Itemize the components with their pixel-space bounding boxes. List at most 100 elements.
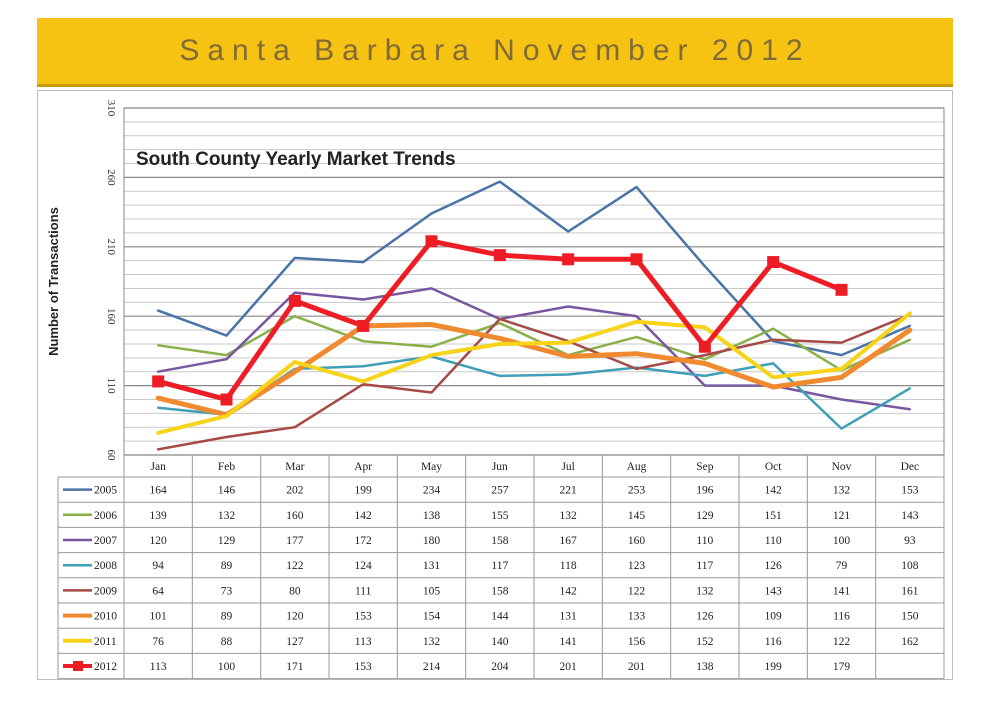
data-label: 132 (423, 636, 441, 648)
data-label: 126 (696, 611, 714, 623)
data-point-2012 (357, 319, 370, 332)
data-label: 117 (696, 560, 713, 572)
data-label: 73 (221, 585, 233, 597)
data-label: 179 (833, 661, 851, 673)
series-line-2008 (156, 355, 912, 430)
data-label: 201 (560, 661, 578, 673)
data-label: 172 (355, 535, 373, 547)
data-label: 79 (836, 560, 848, 572)
data-label: 143 (765, 585, 783, 597)
data-label: 253 (628, 485, 646, 497)
data-label: 110 (765, 535, 782, 547)
legend-label-2006: 2006 (94, 510, 117, 522)
data-point-2012 (152, 375, 165, 388)
data-label: 123 (628, 560, 646, 572)
data-label: 234 (423, 485, 441, 497)
data-label: 113 (150, 661, 167, 673)
data-label: 80 (289, 585, 301, 597)
data-point-2012 (425, 235, 438, 248)
x-tick-label: Mar (285, 461, 304, 473)
data-point-2012 (698, 340, 711, 353)
data-label: 138 (423, 510, 441, 522)
data-label: 214 (423, 661, 441, 673)
data-label: 132 (833, 485, 851, 497)
series-line-2006 (156, 314, 912, 372)
legend-marker-2012 (73, 661, 83, 671)
data-point-2012 (630, 253, 643, 266)
data-label: 76 (152, 636, 164, 648)
data-point-2012 (220, 393, 233, 406)
x-tick-label: Dec (901, 461, 920, 473)
series-line-2005 (156, 180, 912, 357)
series-line-2011 (156, 311, 912, 435)
data-label: 153 (355, 661, 373, 673)
data-label: 122 (628, 585, 646, 597)
data-label: 139 (150, 510, 168, 522)
data-label: 180 (423, 535, 441, 547)
data-label: 155 (491, 510, 509, 522)
data-label: 124 (355, 560, 373, 572)
y-tick-label: 210 (105, 239, 117, 256)
data-label: 64 (152, 585, 164, 597)
legend-label-2007: 2007 (94, 535, 117, 547)
data-label: 88 (221, 636, 233, 648)
x-tick-label: Jul (561, 461, 574, 473)
data-label: 140 (491, 636, 509, 648)
data-label: 129 (218, 535, 236, 547)
data-label: 221 (560, 485, 578, 497)
data-label: 152 (696, 636, 714, 648)
chart-frame: 60 110 160 210 260 310 Number of Transactions S… (37, 90, 953, 680)
data-point-2012 (835, 283, 848, 296)
data-label: 141 (560, 636, 578, 648)
y-tick-label: 60 (105, 450, 117, 462)
x-tick-label: Aug (627, 461, 647, 473)
data-label: 150 (901, 611, 919, 623)
data-label: 122 (286, 560, 304, 572)
data-label: 167 (560, 535, 578, 547)
data-label: 144 (491, 611, 509, 623)
data-label: 132 (560, 510, 578, 522)
data-label: 201 (628, 661, 646, 673)
data-label: 160 (628, 535, 646, 547)
data-label: 154 (423, 611, 441, 623)
data-label: 153 (901, 485, 919, 497)
data-label: 101 (150, 611, 168, 623)
legend-label-2010: 2010 (94, 611, 117, 623)
data-label: 257 (491, 485, 509, 497)
data-label: 108 (901, 560, 919, 572)
data-label: 142 (765, 485, 783, 497)
legend-label-2009: 2009 (94, 585, 117, 597)
data-label: 146 (218, 485, 236, 497)
data-label: 156 (628, 636, 646, 648)
data-label: 162 (901, 636, 919, 648)
y-tick-label: 260 (105, 169, 117, 186)
y-axis-label: Number of Transactions (46, 207, 61, 356)
data-label: 199 (355, 485, 373, 497)
legend-label-2005: 2005 (94, 485, 117, 497)
series-line-2009 (156, 313, 912, 451)
data-label: 105 (423, 585, 441, 597)
legend-label-2012: 2012 (94, 661, 117, 673)
y-tick-label: 310 (105, 100, 117, 117)
legend-label-2008: 2008 (94, 560, 117, 572)
data-label: 131 (560, 611, 578, 623)
data-label: 100 (218, 661, 236, 673)
series-line-2010 (155, 322, 913, 418)
data-label: 133 (628, 611, 646, 623)
data-label: 116 (833, 611, 850, 623)
data-label: 109 (765, 611, 783, 623)
data-label: 158 (491, 585, 509, 597)
banner-title: Santa Barbara November 2012 (179, 34, 811, 67)
data-label: 93 (904, 535, 916, 547)
data-label: 113 (355, 636, 372, 648)
data-label: 145 (628, 510, 646, 522)
data-label: 111 (355, 585, 372, 597)
data-point-2012 (288, 294, 301, 307)
data-label: 141 (833, 585, 851, 597)
data-label: 143 (901, 510, 919, 522)
data-label: 132 (218, 510, 236, 522)
data-label: 116 (765, 636, 782, 648)
x-tick-label: May (421, 461, 442, 473)
data-label: 199 (765, 661, 783, 673)
x-tick-label: Feb (218, 461, 236, 473)
